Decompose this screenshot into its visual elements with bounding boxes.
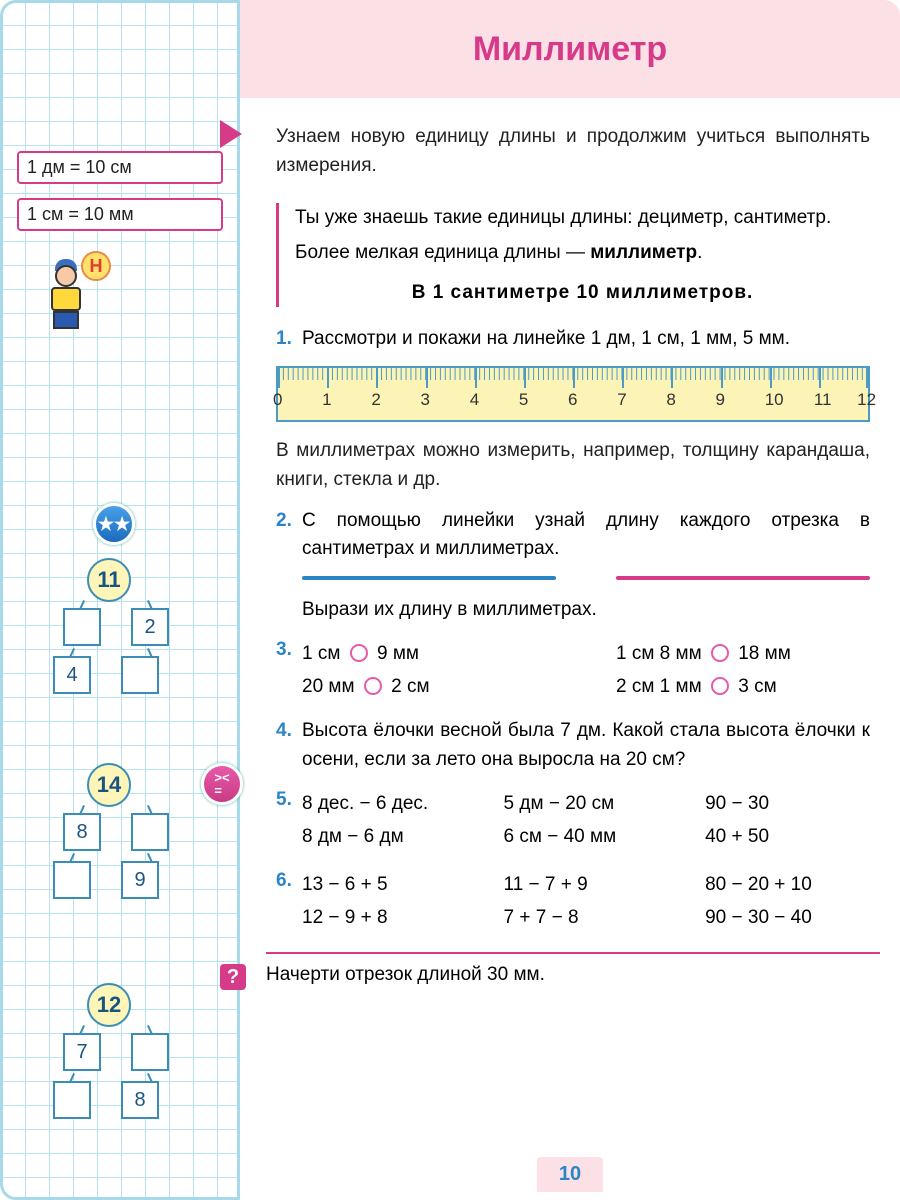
fact-box-1: 1 дм = 10 см xyxy=(17,151,223,184)
exercise-4: 4. Высота ёлочки весной была 7 дм. Какой… xyxy=(276,717,870,774)
exercise-2: 2. С помощью линейки узнай длину каждого… xyxy=(276,507,870,625)
number-bond-2: 14 8 9 xyxy=(53,763,169,899)
character-icon: Н xyxy=(43,251,113,331)
lead-block: Ты уже знаешь такие единицы длины: децим… xyxy=(276,203,870,307)
sidebar: 1 дм = 10 см 1 см = 10 мм Н ★★ ><= 11 2 … xyxy=(0,0,240,1200)
segment-pink xyxy=(616,576,870,580)
main-content: Миллиметр Узнаем новую единицу длины и п… xyxy=(240,0,900,1200)
compare-circle-icon xyxy=(711,644,729,662)
ruler: 0 1 2 3 4 5 6 7 8 9 10 1112 xyxy=(276,366,870,422)
exercise-5: 5. 8 дес. − 6 дес.5 дм − 20 см90 − 30 8 … xyxy=(276,786,870,855)
exercise-3: 3. 1 см 9 мм 1 см 8 мм 18 мм 20 мм 2 см … xyxy=(276,636,870,705)
fact-box-2: 1 см = 10 мм xyxy=(17,198,223,231)
character-sign: Н xyxy=(81,251,111,281)
exercise-1: 1. Рассмотри и покажи на линейке 1 дм, 1… xyxy=(276,325,870,354)
page-title: Миллиметр xyxy=(473,30,667,69)
arrow-marker-icon xyxy=(220,120,242,148)
intro-text: Узнаем новую единицу длины и продолжим у… xyxy=(276,122,870,181)
segment-blue xyxy=(302,576,556,580)
compare-badge-icon: ><= xyxy=(201,763,243,805)
stars-badge-icon: ★★ xyxy=(93,503,135,545)
footer-task: ? Начерти отрезок длиной 30 мм. xyxy=(266,952,880,986)
number-bond-1: 11 2 4 xyxy=(53,558,169,694)
compare-circle-icon xyxy=(364,677,382,695)
compare-circle-icon xyxy=(350,644,368,662)
question-badge-icon: ? xyxy=(220,964,246,990)
number-bond-3: 12 7 8 xyxy=(53,983,169,1119)
exercise-6: 6. 13 − 6 + 511 − 7 + 980 − 20 + 10 12 −… xyxy=(276,867,870,936)
page-number: 10 xyxy=(537,1157,603,1192)
main-rule: В 1 сантиметре 10 миллиметров. xyxy=(295,278,870,307)
after-ruler-text: В миллиметрах можно измерить, например, … xyxy=(276,436,870,495)
header-band: Миллиметр xyxy=(240,0,900,98)
compare-circle-icon xyxy=(711,677,729,695)
